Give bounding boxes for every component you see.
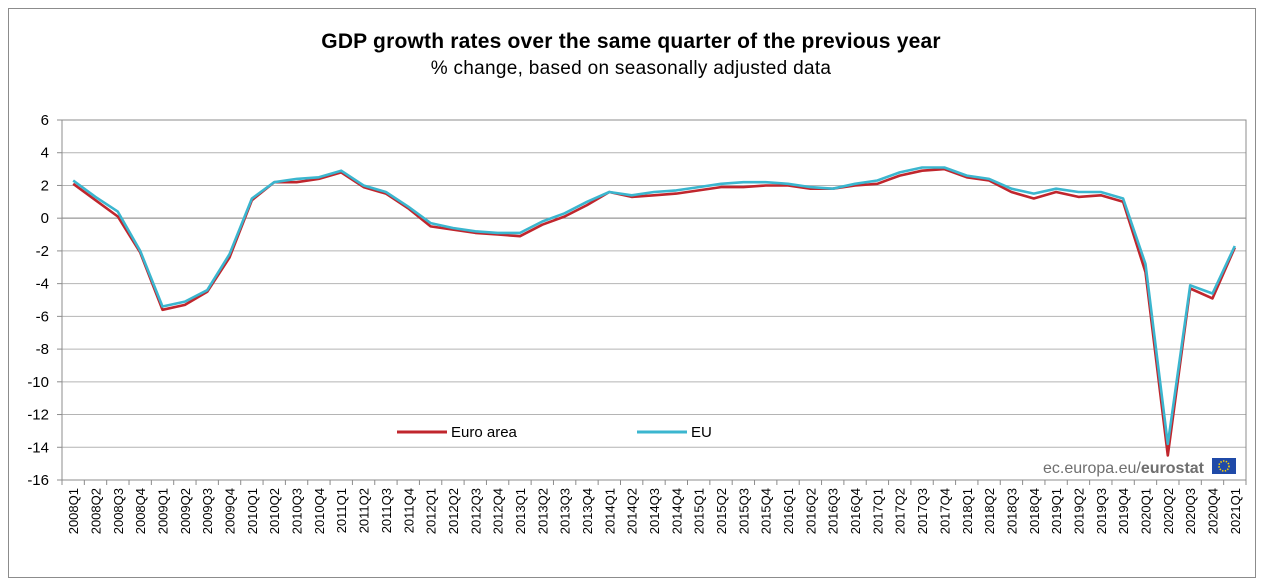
chart-subtitle: % change, based on seasonally adjusted d… [430,58,832,79]
chart-frame [8,8,1256,578]
x-tick-label: 2010Q4 [312,488,327,534]
x-tick-label: 2020Q3 [1183,488,1198,534]
x-tick-label: 2017Q1 [870,488,885,534]
y-tick-label: -16 [27,472,49,489]
x-tick-label: 2008Q2 [89,488,104,534]
legend: Euro area EU [397,424,712,441]
eu-flag-icon [1212,458,1236,474]
x-tick-label: 2016Q2 [803,488,818,534]
x-tick-label: 2021Q1 [1228,488,1243,534]
source-text: ec.europa.eu/eurostat [1043,460,1205,477]
x-tick-label: 2019Q2 [1071,488,1086,534]
y-tick-label: 4 [41,145,49,162]
x-tick-label: 2011Q2 [357,488,372,533]
x-tick-label: 2009Q3 [200,488,215,534]
x-tick-label: 2010Q3 [290,488,305,534]
x-tick-label: 2014Q3 [647,488,662,534]
y-tick-label: -8 [36,341,49,358]
x-tick-label: 2009Q4 [223,488,238,534]
y-tick-label: 6 [41,112,49,129]
y-tick-label: -14 [27,439,49,456]
x-tick-label: 2013Q2 [535,488,550,534]
y-tick-label: 2 [41,177,49,194]
x-tick-label: 2010Q1 [245,488,260,534]
x-tick-label: 2011Q3 [379,488,394,533]
x-tick-label: 2018Q2 [982,488,997,534]
x-tick-label: 2010Q2 [267,488,282,534]
x-tick-label: 2008Q3 [111,488,126,534]
plot-area [61,119,1247,481]
y-axis-ticks: 6 4 2 0 -2 -4 -6 -8 -10 -12 -14 -16 [27,112,49,489]
legend-label: Euro area [451,424,518,441]
legend-label: EU [691,424,712,441]
y-tick-label: -6 [36,308,49,325]
x-tick-label: 2012Q4 [491,488,506,534]
y-tick-label: -2 [36,243,49,260]
x-axis-ticks: 2008Q1 2008Q2 2008Q3 2008Q4 2009Q1 2009Q2 2009… [66,488,1243,534]
source-brand: eurostat [1141,460,1205,477]
source-credit: ec.europa.eu/eurostat [1043,458,1236,477]
x-tick-label: 2008Q1 [66,488,81,534]
x-tick-label: 2013Q1 [513,488,528,534]
y-tick-label: -10 [27,374,49,391]
y-tick-label: -12 [27,407,49,424]
x-tick-label: 2014Q1 [602,488,617,534]
x-tick-label: 2015Q3 [736,488,751,534]
x-tick-label: 2019Q3 [1094,488,1109,534]
x-tick-label: 2011Q4 [401,488,416,533]
x-tick-label: 2016Q3 [826,488,841,534]
series-line-eu [72,166,1236,446]
x-tick-label: 2015Q2 [714,488,729,534]
x-tick-label: 2020Q2 [1161,488,1176,534]
x-tick-label: 2019Q4 [1116,488,1131,534]
x-tick-label: 2014Q4 [669,488,684,534]
x-tick-label: 2014Q2 [625,488,640,534]
y-tick-label: 0 [41,210,49,227]
x-tick-label: 2018Q3 [1004,488,1019,534]
x-tick-label: 2008Q4 [133,488,148,534]
x-tick-label: 2016Q4 [848,488,863,534]
x-tick-label: 2011Q1 [334,488,349,533]
x-tick-label: 2020Q1 [1138,488,1153,534]
x-tick-label: 2018Q1 [960,488,975,534]
x-tick-label: 2020Q4 [1205,488,1220,534]
x-tick-label: 2019Q1 [1049,488,1064,534]
x-tick-label: 2009Q2 [178,488,193,534]
x-tick-label: 2013Q3 [558,488,573,534]
x-tick-label: 2017Q3 [915,488,930,534]
y-tick-label: -4 [36,276,49,293]
axes [57,119,1247,485]
x-tick-label: 2012Q1 [424,488,439,534]
x-tick-label: 2015Q4 [759,488,774,534]
x-tick-label: 2012Q3 [468,488,483,534]
x-tick-label: 2012Q2 [446,488,461,534]
x-tick-label: 2017Q2 [893,488,908,534]
x-tick-label: 2013Q4 [580,488,595,534]
x-tick-label: 2018Q4 [1027,488,1042,534]
series-lines [72,166,1236,457]
grid [62,152,1246,448]
x-tick-label: 2015Q1 [692,488,707,534]
x-tick-label: 2009Q1 [156,488,171,534]
source-prefix: ec.europa.eu/ [1043,460,1141,477]
x-tick-label: 2017Q4 [937,488,952,534]
x-tick-label: 2016Q1 [781,488,796,534]
chart-title: GDP growth rates over the same quarter o… [321,30,941,53]
